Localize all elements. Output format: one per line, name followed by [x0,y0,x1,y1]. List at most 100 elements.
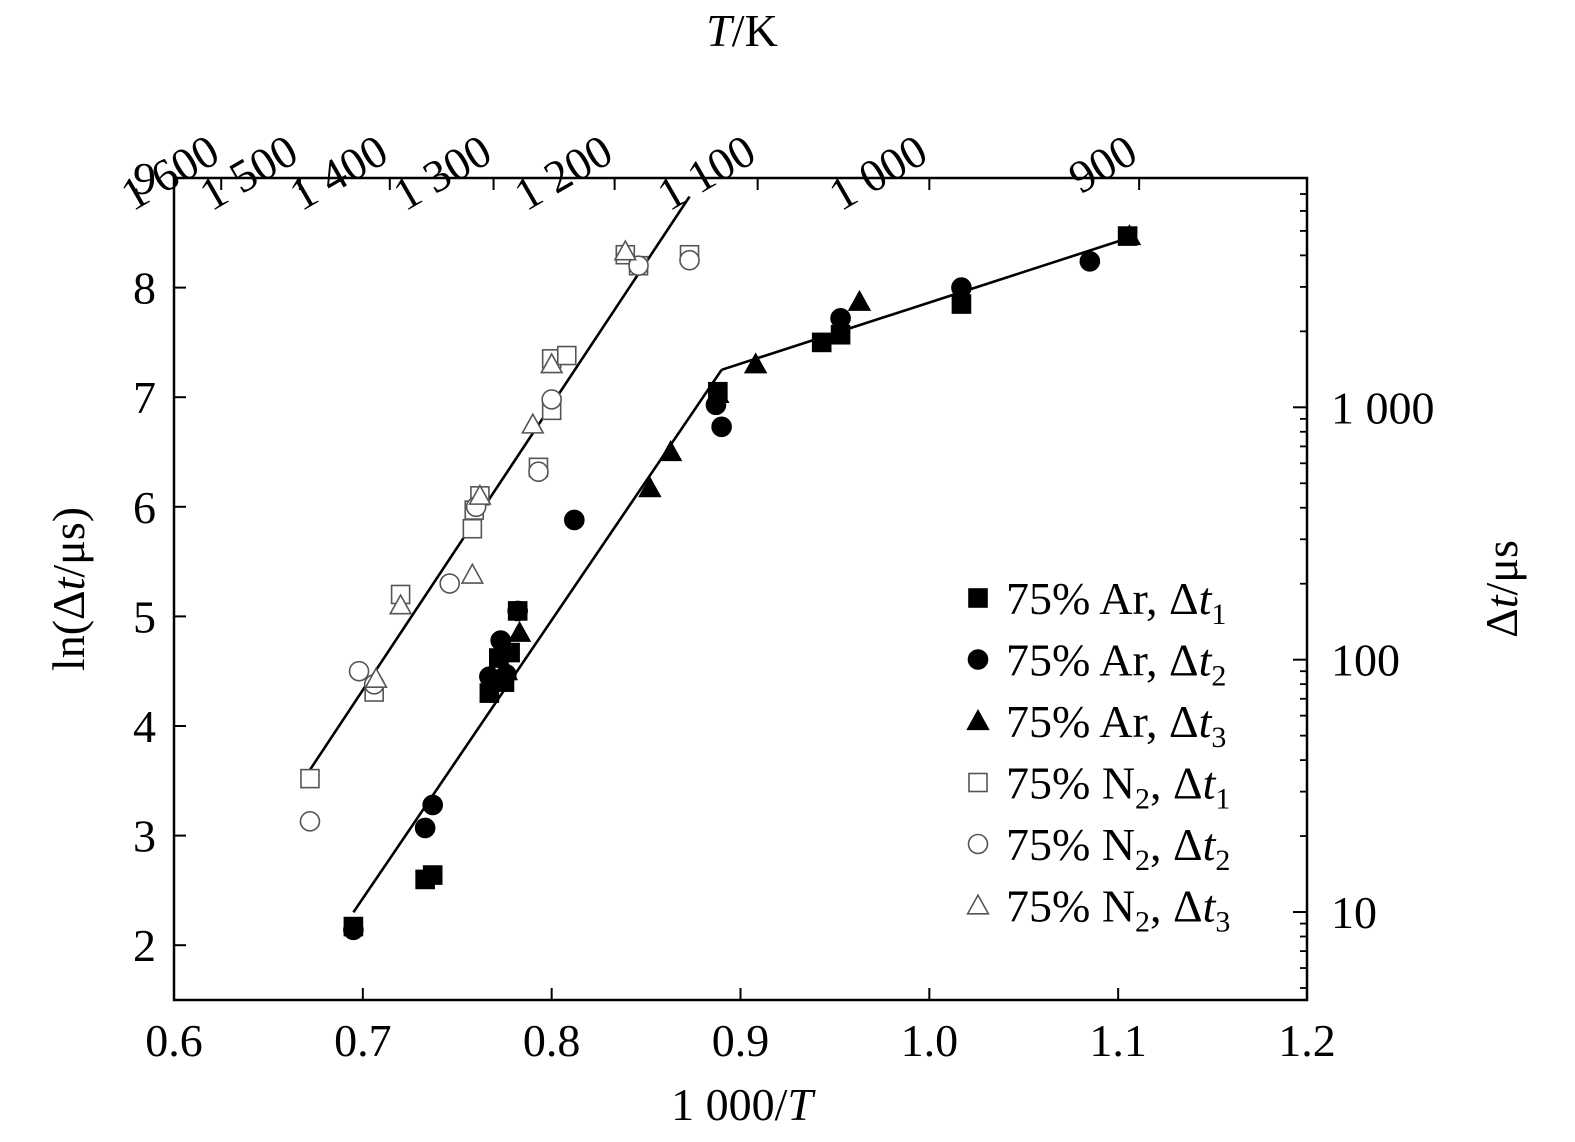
legend-label-sub: 3 [1211,721,1226,754]
legend-label-italic: t [1199,573,1213,624]
data-point [628,255,649,276]
legend-label-prefix: 75% N [1006,819,1135,870]
y2-axis-label-suffix: /μs [1476,540,1527,595]
data-point [847,289,872,311]
legend-label-sub: 2 [1211,660,1226,693]
data-point [539,352,564,374]
legend-label: 75% Ar, Δt3 [1006,696,1226,754]
legend-label-italic: t [1203,881,1217,932]
legend-label: 75% N2, Δt2 [1006,819,1230,877]
legend-label-prefix: 75% Ar, Δ [1006,696,1199,747]
y-tick-label: 8 [133,263,156,314]
data-point [468,483,492,505]
data-point [439,573,460,594]
data-point [521,412,545,434]
data-point [679,249,700,271]
fit-line [721,237,1129,372]
x-axis-label-main: 1 000/ [671,1079,788,1130]
legend-label-prefix: 75% Ar, Δ [1006,573,1199,624]
x-axis-label-italic: T [787,1079,816,1130]
y-tick-label: 9 [133,153,156,204]
top-axis-label-suffix: /K [732,5,778,56]
legend-label-sub: 1 [1211,598,1226,631]
legend-label-rest: , Δ [1150,819,1203,870]
legend-label-prefix: 75% N [1006,881,1135,932]
data-point [348,660,370,682]
data-point [479,666,500,687]
y-tick-label: 6 [133,482,156,533]
y-tick-label: 5 [133,591,156,642]
legend-label-sub: 1 [1215,783,1230,816]
y-tick-label: 2 [133,920,156,971]
y-axis-label-suffix: /μs) [43,507,94,578]
legend-label-sub: 2 [1215,844,1230,877]
y-tick-label: 7 [133,372,156,423]
data-point [422,865,443,885]
legend-marker [968,772,988,793]
legend-marker [968,588,988,608]
top-axis-label: T/K [706,5,778,56]
x-tick-label: 0.8 [523,1015,581,1066]
y2-axis-label: Δt/μs [1476,540,1527,638]
data-point [460,562,485,584]
legend-marker [967,649,989,670]
data-markers [299,224,1142,941]
legend-label: 75% N2, Δt1 [1006,758,1230,816]
x-tick-label: 0.6 [145,1015,203,1066]
top-tick-label: 1 200 [506,124,621,220]
top-axis-label-italic: T [706,5,735,56]
data-point [711,416,732,438]
y-tick-label: 3 [133,811,156,862]
data-point [507,600,528,622]
x-tick-label: 1.1 [1089,1015,1147,1066]
data-point [811,332,832,353]
y-tick-label: 4 [133,701,156,752]
x-axis-label: 1 000/T [671,1079,816,1130]
data-point [564,509,585,531]
legend-marker [966,893,990,915]
data-point [556,345,577,366]
legend-chem-sub: 2 [1135,906,1150,939]
legend-chem-sub: 2 [1135,844,1150,877]
data-point [490,630,511,651]
y2-axis-label-italic: t [1476,594,1527,608]
legend-marker [967,833,989,855]
y-axis-label: ln(Δt/μs) [43,507,94,671]
data-point [638,476,662,498]
data-point [1117,224,1142,246]
x-tick-label: 1.2 [1278,1015,1336,1066]
data-point [414,817,436,839]
data-point [528,461,549,483]
data-point [507,620,532,642]
x-tick-label: 1.0 [901,1015,959,1066]
top-tick-label: 1 400 [281,124,396,220]
legend-chem-sub: 2 [1135,783,1150,816]
legend-label-rest: , Δ [1150,758,1203,809]
data-point [951,277,972,298]
data-point [706,381,730,403]
data-point [541,389,562,410]
top-tick-label: 900 [1060,124,1145,203]
legend-label-sub: 3 [1215,906,1230,939]
data-point [343,919,364,941]
legend-label: 75% Ar, Δt1 [1006,573,1226,631]
top-tick-label: 1 100 [649,124,764,220]
data-point [494,659,519,681]
top-tick-label: 1 300 [385,124,500,220]
data-point [300,768,320,789]
x-tick-label: 0.9 [712,1015,770,1066]
legend-label-italic: t [1203,819,1217,870]
data-point [364,666,388,688]
y2-tick-label: 1 000 [1331,382,1435,433]
data-point [658,440,683,462]
data-point [830,307,851,329]
data-point [422,794,444,816]
legend-label-prefix: 75% Ar, Δ [1006,635,1199,686]
legend-marker [966,709,990,731]
legend-label-rest: , Δ [1150,881,1203,932]
x-tick-label: 0.7 [334,1015,392,1066]
legend-label: 75% Ar, Δt2 [1006,635,1226,693]
axis-ticks [173,177,1308,1000]
